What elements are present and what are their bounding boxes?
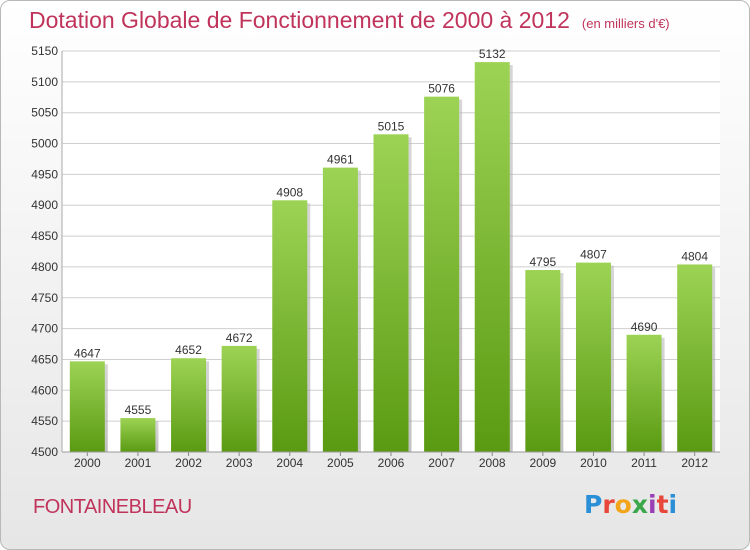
bar xyxy=(677,264,713,452)
bar xyxy=(322,167,358,453)
bar-value-label: 4804 xyxy=(681,249,708,263)
x-tick-label: 2001 xyxy=(125,456,152,470)
bar xyxy=(69,361,105,452)
logo-letter: i xyxy=(668,490,678,519)
bar xyxy=(221,345,257,452)
bar-value-label: 5132 xyxy=(479,47,506,61)
logo-letter: i xyxy=(648,490,657,519)
x-tick-label: 2005 xyxy=(327,456,354,470)
x-tick-label: 2004 xyxy=(276,456,303,470)
bar xyxy=(474,62,510,452)
x-tick-label: 2007 xyxy=(428,456,455,470)
logo-letter: P xyxy=(584,490,603,519)
bar-value-label: 5015 xyxy=(378,119,405,133)
y-tick-label: 5100 xyxy=(31,75,58,89)
bar-value-label: 4555 xyxy=(125,403,152,417)
y-tick-label: 5000 xyxy=(31,137,58,151)
bar xyxy=(525,270,561,452)
bar-value-label: 4652 xyxy=(175,343,202,357)
y-tick-label: 5050 xyxy=(31,106,58,120)
x-tick-label: 2012 xyxy=(681,456,708,470)
y-tick-label: 4850 xyxy=(31,229,58,243)
x-tick-label: 2002 xyxy=(175,456,202,470)
y-tick-label: 4800 xyxy=(31,260,58,274)
x-tick-label: 2006 xyxy=(378,456,405,470)
y-tick-label: 4650 xyxy=(31,352,58,366)
y-tick-label: 4900 xyxy=(31,198,58,212)
bar-value-label: 4908 xyxy=(276,185,303,199)
x-tick-label: 2009 xyxy=(529,456,556,470)
bar-value-label: 4647 xyxy=(74,346,101,360)
bar-value-label: 5076 xyxy=(428,82,455,96)
bar xyxy=(120,418,156,452)
y-tick-label: 4950 xyxy=(31,167,58,181)
y-tick-label: 4500 xyxy=(31,445,58,459)
x-tick-label: 2003 xyxy=(226,456,253,470)
y-tick-label: 4550 xyxy=(31,414,58,428)
logo-letter: o xyxy=(614,490,632,519)
bar-value-label: 4807 xyxy=(580,248,607,262)
commune-name: FONTAINEBLEAU xyxy=(33,496,192,518)
chart-title: Dotation Globale de Fonctionnement de 20… xyxy=(29,7,670,34)
logo-letter: r xyxy=(602,490,615,519)
bar-value-label: 4690 xyxy=(631,320,658,334)
y-tick-label: 4750 xyxy=(31,291,58,305)
bar xyxy=(626,334,662,452)
logo-letter: t xyxy=(656,490,669,519)
x-tick-label: 2000 xyxy=(74,456,101,470)
y-tick-label: 5150 xyxy=(31,44,58,58)
unit-note: (en milliers d'€) xyxy=(581,16,670,31)
bar-value-label: 4672 xyxy=(226,331,253,345)
y-tick-label: 4600 xyxy=(31,383,58,397)
bar xyxy=(171,358,207,452)
bar xyxy=(272,200,308,452)
bar-value-label: 4795 xyxy=(529,255,556,269)
title-text: Dotation Globale de Fonctionnement de 20… xyxy=(29,7,570,33)
x-tick-label: 2008 xyxy=(479,456,506,470)
bar xyxy=(424,96,460,452)
bar-value-label: 4961 xyxy=(327,153,354,167)
proxiti-logo[interactable]: Proxiti xyxy=(584,490,677,519)
x-tick-label: 2010 xyxy=(580,456,607,470)
logo-letter: x xyxy=(631,490,648,519)
bar xyxy=(373,134,409,453)
bar xyxy=(575,262,611,452)
x-tick-label: 2011 xyxy=(631,456,657,470)
y-tick-label: 4700 xyxy=(31,322,58,336)
